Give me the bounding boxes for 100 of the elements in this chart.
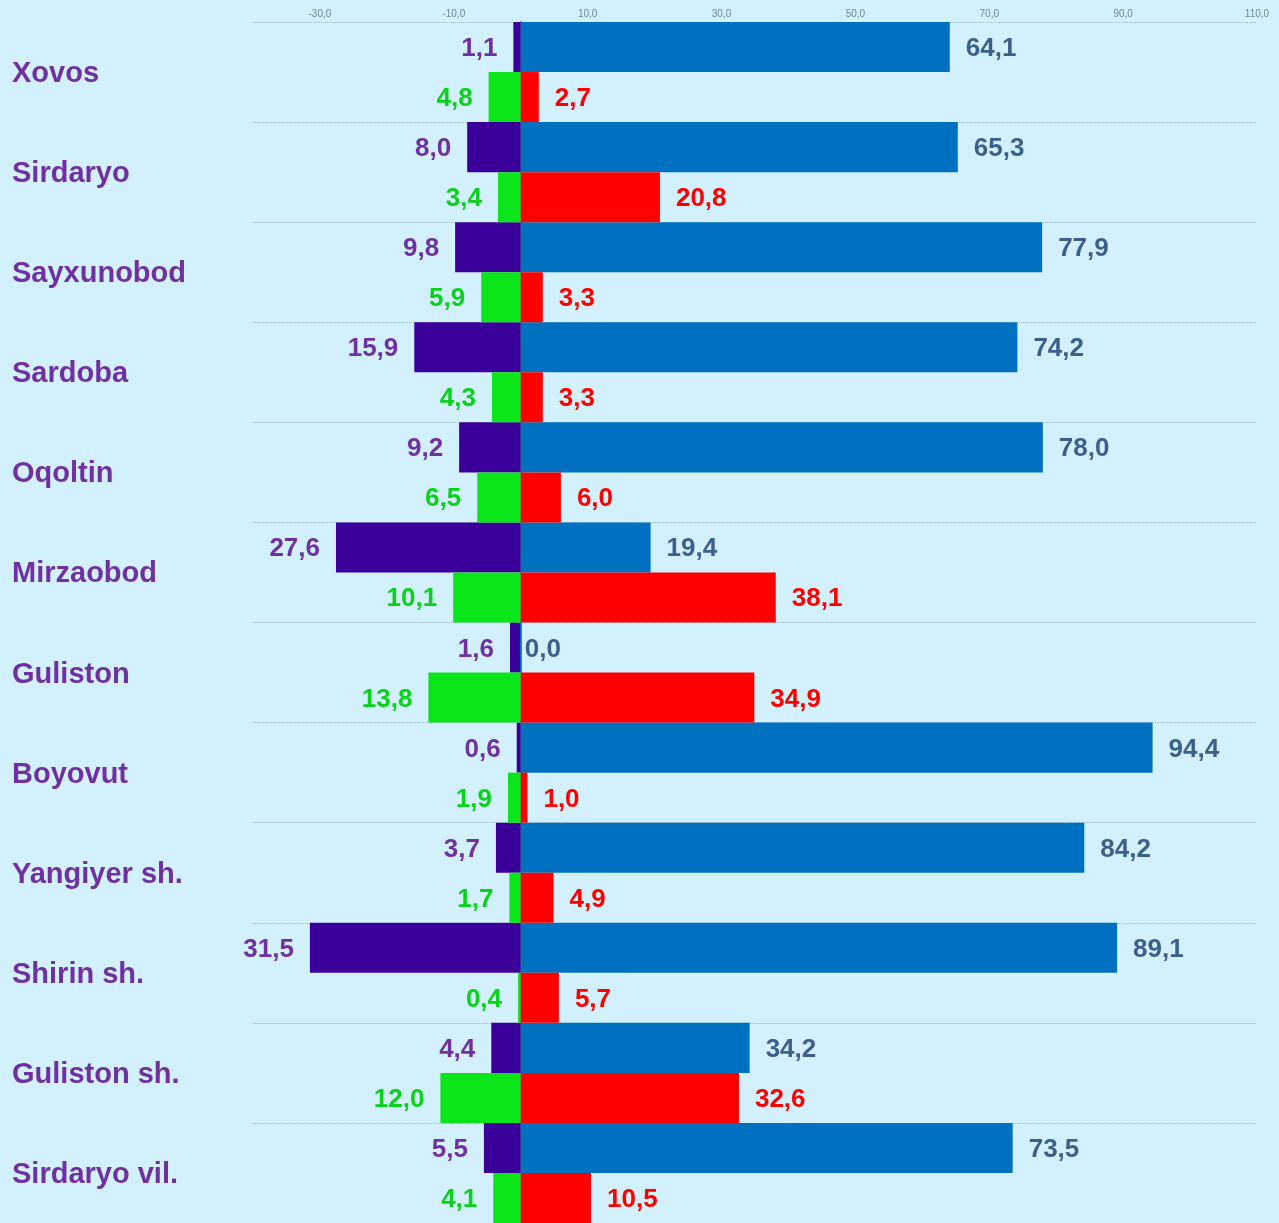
bar <box>518 972 521 1023</box>
data-label: 1,9 <box>455 782 493 813</box>
bar <box>513 22 521 73</box>
data-label: 4,4 <box>439 1032 476 1063</box>
x-tick-label: 70,0 <box>979 7 1000 19</box>
y-tick-label: Shirin sh. <box>12 956 145 989</box>
bar <box>520 72 539 123</box>
y-tick-label: Sardoba <box>12 356 129 389</box>
bar <box>428 672 521 723</box>
y-tick-label: Boyovut <box>12 756 129 789</box>
data-label: 15,9 <box>347 332 399 363</box>
data-label: 4,8 <box>436 82 473 113</box>
bar <box>520 322 1018 373</box>
x-tick-label: 90,0 <box>1113 7 1134 19</box>
data-label: 38,1 <box>791 582 843 613</box>
data-label: 6,0 <box>576 482 614 513</box>
bar <box>336 522 521 573</box>
bar <box>467 122 521 173</box>
bar <box>520 1122 1013 1173</box>
data-label: 0,0 <box>524 632 561 663</box>
x-tick-label: 10,0 <box>577 7 598 19</box>
data-label: 1,7 <box>457 882 494 913</box>
data-label: 5,7 <box>574 982 612 1013</box>
x-tick-label: 110,0 <box>1244 7 1270 19</box>
bar <box>453 572 521 623</box>
data-label: 2,7 <box>554 82 591 113</box>
data-label: 4,9 <box>569 882 606 913</box>
x-tick-label: 30,0 <box>711 7 732 19</box>
x-tick-label: -30,0 <box>308 7 332 19</box>
bar <box>477 472 521 523</box>
x-tick-label: 50,0 <box>845 7 866 19</box>
data-label: 27,6 <box>269 532 320 563</box>
data-label: 20,8 <box>675 182 727 213</box>
data-label: 74,2 <box>1033 332 1084 363</box>
data-label: 4,3 <box>439 382 476 413</box>
bar <box>509 872 521 923</box>
bar <box>520 922 1118 973</box>
bar <box>520 422 1043 473</box>
bar <box>510 622 521 673</box>
bar <box>520 772 528 823</box>
bar <box>491 372 521 423</box>
y-tick-label: Oqoltin <box>12 456 114 489</box>
data-label: 1,1 <box>461 32 498 63</box>
data-label: 1,0 <box>543 782 580 813</box>
bar <box>520 1022 750 1073</box>
y-tick-label: Guliston sh. <box>12 1056 180 1089</box>
y-tick-label: Sayxunobod <box>12 256 187 289</box>
bar <box>520 372 543 423</box>
bar <box>508 772 521 823</box>
data-label: 5,9 <box>429 282 466 313</box>
data-label: 1,6 <box>457 632 495 663</box>
bar <box>520 22 950 73</box>
bar <box>520 172 660 223</box>
data-label: 64,1 <box>965 32 1017 63</box>
y-tick-label: Guliston <box>12 656 130 689</box>
bar <box>481 272 521 323</box>
x-tick-label: -10,0 <box>442 7 466 19</box>
bar <box>520 1172 592 1223</box>
data-label: 0,4 <box>465 982 503 1013</box>
data-label: 6,5 <box>425 482 462 513</box>
bar <box>516 722 521 773</box>
data-label: 73,5 <box>1028 1132 1080 1163</box>
bar <box>520 872 554 923</box>
bar <box>495 822 521 873</box>
bar <box>493 1172 521 1223</box>
bar <box>520 522 651 573</box>
bar <box>520 722 1153 773</box>
data-label: 8,0 <box>415 132 452 163</box>
data-label: 77,9 <box>1058 232 1109 263</box>
bar <box>520 972 559 1023</box>
bar <box>309 922 521 973</box>
data-label: 84,2 <box>1100 832 1151 863</box>
data-label: 89,1 <box>1133 932 1184 963</box>
data-label: 5,5 <box>431 1132 468 1163</box>
bar <box>455 222 521 273</box>
y-tick-label: Mirzaobod <box>12 556 157 589</box>
bar <box>520 122 958 173</box>
data-label: 9,2 <box>407 432 444 463</box>
y-tick-label: Sirdaryo <box>12 156 130 189</box>
data-label: 10,5 <box>607 1182 658 1213</box>
y-tick-label: Sirdaryo vil. <box>12 1156 179 1189</box>
bar <box>459 422 521 473</box>
bar <box>497 172 521 223</box>
data-label: 19,4 <box>666 532 718 563</box>
data-label: 31,5 <box>243 932 294 963</box>
bar <box>520 672 755 723</box>
bar <box>483 1122 521 1173</box>
data-label: 9,8 <box>402 232 440 263</box>
y-tick-label: Yangiyer sh. <box>12 856 183 889</box>
bar <box>488 72 521 123</box>
data-label: 3,7 <box>443 832 480 863</box>
bar <box>520 472 561 523</box>
data-label: 3,4 <box>445 182 483 213</box>
data-label: 78,0 <box>1058 432 1110 463</box>
data-label: 10,1 <box>386 582 438 613</box>
data-label: 13,8 <box>361 682 413 713</box>
bar <box>491 1022 521 1073</box>
data-label: 94,4 <box>1168 732 1220 763</box>
data-label: 65,3 <box>973 132 1025 163</box>
bar <box>414 322 521 373</box>
